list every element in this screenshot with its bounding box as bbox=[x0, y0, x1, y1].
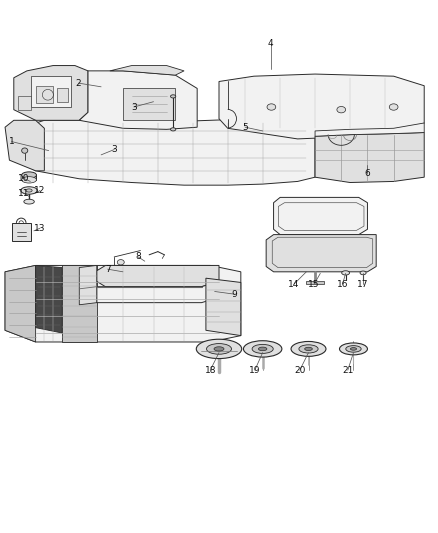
Ellipse shape bbox=[346, 345, 361, 352]
Ellipse shape bbox=[214, 347, 224, 351]
Text: 15: 15 bbox=[308, 279, 320, 288]
Ellipse shape bbox=[299, 345, 318, 353]
Polygon shape bbox=[35, 265, 62, 333]
Ellipse shape bbox=[360, 271, 366, 274]
Ellipse shape bbox=[342, 271, 350, 275]
Polygon shape bbox=[57, 88, 68, 102]
Text: 9: 9 bbox=[231, 289, 237, 298]
Text: 5: 5 bbox=[242, 123, 248, 132]
Ellipse shape bbox=[21, 172, 36, 178]
Ellipse shape bbox=[24, 199, 34, 204]
Polygon shape bbox=[14, 66, 88, 120]
Ellipse shape bbox=[389, 104, 398, 110]
Ellipse shape bbox=[117, 260, 124, 265]
Ellipse shape bbox=[350, 348, 357, 350]
Polygon shape bbox=[12, 223, 31, 241]
Text: 21: 21 bbox=[342, 366, 353, 375]
Text: 12: 12 bbox=[34, 186, 46, 195]
Text: 19: 19 bbox=[249, 366, 261, 375]
Text: 2: 2 bbox=[76, 78, 81, 87]
Ellipse shape bbox=[206, 344, 232, 354]
Polygon shape bbox=[21, 175, 36, 180]
Ellipse shape bbox=[170, 95, 176, 98]
Polygon shape bbox=[266, 235, 376, 272]
Polygon shape bbox=[110, 66, 184, 75]
Polygon shape bbox=[306, 281, 324, 284]
Ellipse shape bbox=[196, 339, 242, 359]
Polygon shape bbox=[18, 96, 31, 110]
Text: 14: 14 bbox=[288, 279, 300, 288]
Polygon shape bbox=[31, 76, 71, 107]
Ellipse shape bbox=[170, 128, 176, 131]
Polygon shape bbox=[79, 71, 197, 130]
Polygon shape bbox=[206, 278, 241, 336]
Text: 10: 10 bbox=[18, 174, 29, 183]
Ellipse shape bbox=[337, 107, 346, 113]
Ellipse shape bbox=[252, 344, 273, 353]
Polygon shape bbox=[315, 123, 424, 136]
Polygon shape bbox=[97, 281, 219, 303]
Polygon shape bbox=[5, 265, 241, 342]
Polygon shape bbox=[22, 119, 315, 185]
Ellipse shape bbox=[21, 176, 36, 183]
Ellipse shape bbox=[267, 104, 276, 110]
Polygon shape bbox=[79, 265, 97, 305]
Text: 6: 6 bbox=[364, 169, 370, 178]
Ellipse shape bbox=[21, 148, 28, 154]
Text: 7: 7 bbox=[105, 265, 110, 273]
Text: 8: 8 bbox=[135, 253, 141, 261]
Text: 17: 17 bbox=[357, 279, 369, 288]
Text: 3: 3 bbox=[111, 145, 117, 154]
Ellipse shape bbox=[21, 187, 37, 194]
Polygon shape bbox=[219, 74, 424, 139]
Polygon shape bbox=[123, 88, 175, 120]
Text: 3: 3 bbox=[131, 102, 137, 111]
Polygon shape bbox=[5, 120, 44, 171]
Polygon shape bbox=[97, 265, 219, 287]
Ellipse shape bbox=[291, 342, 326, 357]
Text: 16: 16 bbox=[337, 279, 348, 288]
Text: 1: 1 bbox=[9, 137, 14, 146]
Text: 4: 4 bbox=[268, 39, 273, 48]
Text: 18: 18 bbox=[205, 366, 216, 375]
Polygon shape bbox=[5, 265, 35, 342]
Polygon shape bbox=[315, 133, 424, 182]
Text: 13: 13 bbox=[34, 224, 46, 233]
Polygon shape bbox=[62, 265, 97, 342]
Ellipse shape bbox=[339, 343, 367, 355]
Text: 11: 11 bbox=[18, 189, 29, 198]
Polygon shape bbox=[274, 197, 367, 235]
Ellipse shape bbox=[258, 347, 267, 351]
Text: 20: 20 bbox=[294, 366, 305, 375]
Ellipse shape bbox=[26, 189, 32, 192]
Polygon shape bbox=[35, 86, 53, 103]
Ellipse shape bbox=[244, 341, 282, 357]
Ellipse shape bbox=[305, 348, 312, 351]
